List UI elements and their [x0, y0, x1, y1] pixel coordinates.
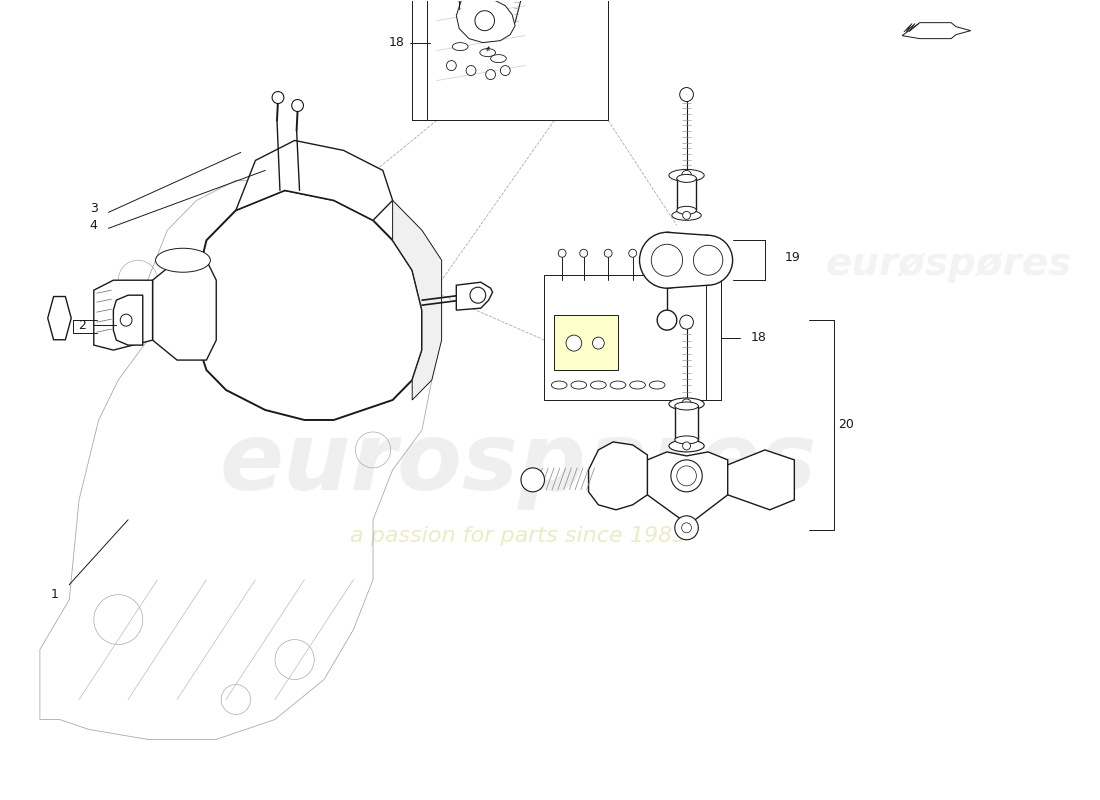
Circle shape: [671, 460, 702, 492]
Polygon shape: [47, 297, 72, 340]
Circle shape: [680, 87, 693, 102]
Circle shape: [521, 468, 544, 492]
Text: 19: 19: [784, 250, 801, 264]
Circle shape: [272, 91, 284, 103]
Circle shape: [593, 337, 604, 349]
Ellipse shape: [669, 170, 704, 182]
Text: eurøspøres: eurøspøres: [826, 246, 1072, 283]
Ellipse shape: [672, 210, 702, 220]
Polygon shape: [456, 282, 493, 310]
Ellipse shape: [571, 381, 586, 389]
Text: 18: 18: [388, 36, 405, 49]
Text: 5: 5: [54, 308, 62, 321]
Bar: [674, 406, 698, 440]
Text: 18: 18: [750, 331, 766, 344]
Ellipse shape: [669, 398, 704, 410]
Text: a passion for parts since 1985: a passion for parts since 1985: [350, 526, 686, 546]
Circle shape: [566, 335, 582, 351]
Circle shape: [674, 516, 698, 540]
Polygon shape: [648, 452, 728, 525]
Ellipse shape: [480, 49, 495, 57]
Text: 1: 1: [51, 588, 58, 601]
Polygon shape: [456, 0, 515, 42]
Polygon shape: [588, 442, 648, 510]
Polygon shape: [902, 22, 970, 38]
Polygon shape: [667, 232, 708, 288]
Ellipse shape: [155, 248, 210, 272]
Circle shape: [447, 61, 456, 70]
Circle shape: [657, 310, 676, 330]
Bar: [544, 275, 706, 400]
Circle shape: [120, 314, 132, 326]
Polygon shape: [728, 450, 794, 510]
Circle shape: [500, 66, 510, 75]
Bar: [676, 178, 696, 210]
Circle shape: [629, 250, 637, 258]
Ellipse shape: [491, 54, 506, 62]
Text: 4: 4: [90, 219, 98, 232]
Circle shape: [580, 250, 587, 258]
Ellipse shape: [551, 381, 566, 389]
Circle shape: [683, 211, 691, 219]
Circle shape: [639, 232, 694, 288]
Ellipse shape: [649, 381, 666, 389]
Circle shape: [683, 442, 691, 450]
Circle shape: [683, 235, 733, 285]
Ellipse shape: [676, 206, 696, 214]
Polygon shape: [235, 141, 393, 220]
Ellipse shape: [591, 381, 606, 389]
Circle shape: [680, 315, 693, 329]
Text: 2: 2: [78, 318, 86, 332]
Bar: [427, 0, 608, 121]
Circle shape: [682, 170, 692, 180]
Circle shape: [604, 250, 612, 258]
Text: eurospares: eurospares: [219, 418, 817, 510]
Polygon shape: [197, 190, 422, 420]
Polygon shape: [393, 200, 441, 400]
Text: 3: 3: [90, 202, 98, 215]
Ellipse shape: [676, 174, 696, 182]
Polygon shape: [94, 280, 153, 350]
Circle shape: [292, 99, 304, 111]
Ellipse shape: [674, 436, 698, 444]
Ellipse shape: [610, 381, 626, 389]
Polygon shape: [153, 260, 217, 360]
Circle shape: [466, 66, 476, 75]
Ellipse shape: [629, 381, 646, 389]
Circle shape: [475, 10, 495, 30]
Circle shape: [682, 399, 692, 409]
Ellipse shape: [674, 402, 698, 410]
Circle shape: [470, 287, 486, 303]
Circle shape: [558, 250, 566, 258]
Text: 20: 20: [838, 418, 855, 431]
Circle shape: [486, 70, 495, 79]
Ellipse shape: [452, 42, 469, 50]
Bar: [554, 315, 618, 370]
Ellipse shape: [669, 440, 704, 452]
Polygon shape: [113, 295, 143, 345]
